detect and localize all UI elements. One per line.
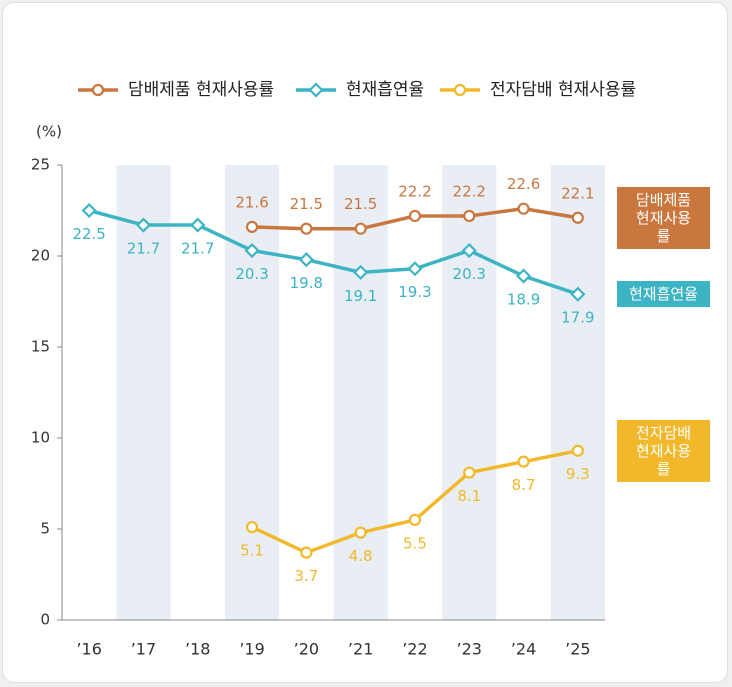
marker (244, 242, 260, 259)
data-label: 19.1 (344, 287, 377, 305)
data-label: 5.5 (403, 534, 427, 552)
x-tick-label: ’16 (76, 640, 101, 659)
data-label: 3.7 (294, 567, 318, 585)
data-label: 22.5 (72, 225, 105, 243)
marker (517, 455, 530, 468)
y-tick-label: 10 (31, 429, 50, 447)
marker (453, 83, 467, 97)
data-label: 4.8 (349, 547, 373, 565)
marker (407, 261, 423, 277)
data-label: 21.7 (127, 240, 160, 258)
marker (515, 268, 532, 284)
marker (354, 222, 367, 235)
x-tick-label: ’18 (185, 640, 210, 659)
y-tick-label: 25 (31, 156, 50, 174)
data-label: 20.3 (235, 265, 268, 283)
column-band (550, 165, 605, 620)
y-tick-label: 15 (31, 338, 50, 356)
column-band (333, 165, 388, 620)
data-label: 8.7 (512, 476, 536, 494)
marker (517, 202, 530, 215)
marker (353, 264, 369, 280)
x-tick-label: ’23 (457, 640, 482, 659)
marker (135, 217, 152, 233)
data-label: 17.9 (561, 309, 594, 327)
marker (570, 286, 586, 302)
data-label: 8.1 (457, 487, 481, 505)
marker (571, 211, 584, 224)
marker (571, 444, 584, 457)
data-label: 21.5 (344, 195, 377, 213)
data-label: 21.7 (181, 240, 214, 258)
x-tick-label: ’25 (565, 640, 590, 659)
data-label: 22.2 (398, 182, 431, 200)
data-label: 22.6 (507, 175, 540, 193)
data-label: 5.1 (240, 542, 264, 560)
data-label: 19.8 (290, 274, 323, 292)
marker (354, 526, 367, 539)
x-tick-label: ’17 (131, 640, 156, 659)
marker (298, 252, 314, 268)
marker (408, 513, 422, 527)
y-tick-label: 20 (31, 247, 50, 265)
marker (308, 82, 324, 98)
y-tick-label: 0 (40, 611, 50, 629)
series-tag: 담배제품 현재사용률 (617, 186, 710, 249)
data-label: 21.6 (235, 193, 268, 211)
legend-item: 전자담배 현재사용률 (440, 80, 636, 100)
data-label: 18.9 (507, 291, 540, 309)
legend-label: 현재흡연율 (346, 80, 424, 100)
series-tag: 현재흡연율 (617, 281, 710, 308)
marker (408, 209, 422, 223)
series-line (88, 208, 579, 296)
column-band (116, 165, 171, 620)
column-band (442, 165, 497, 620)
marker (245, 220, 259, 233)
x-tick-label: ’24 (511, 640, 536, 659)
y-unit: (%) (36, 123, 62, 141)
marker (300, 222, 313, 235)
data-label: 20.3 (453, 265, 486, 283)
marker (461, 242, 477, 259)
x-tick-label: ’21 (348, 640, 373, 659)
legend-item: 담배제품 현재사용률 (78, 80, 274, 100)
legend-label: 전자담배 현재사용률 (490, 80, 636, 100)
y-tick-label: 5 (40, 520, 50, 538)
data-label: 9.3 (566, 465, 590, 483)
data-label: 19.3 (398, 283, 431, 301)
data-label: 22.1 (561, 184, 594, 202)
x-tick-label: ’20 (294, 640, 319, 659)
marker (190, 217, 206, 233)
legend-label: 담배제품 현재사용률 (128, 80, 274, 100)
marker (91, 83, 105, 97)
marker (463, 209, 476, 223)
series-tag: 전자담배 현재사용률 (617, 419, 710, 482)
marker (245, 521, 259, 534)
data-label: 21.5 (290, 195, 323, 213)
marker (81, 202, 97, 219)
marker (463, 466, 476, 479)
marker (300, 546, 313, 559)
legend-item: 현재흡연율 (296, 80, 424, 100)
data-label: 22.2 (453, 182, 486, 200)
x-tick-label: ’22 (402, 640, 427, 659)
x-tick-label: ’19 (239, 640, 264, 659)
